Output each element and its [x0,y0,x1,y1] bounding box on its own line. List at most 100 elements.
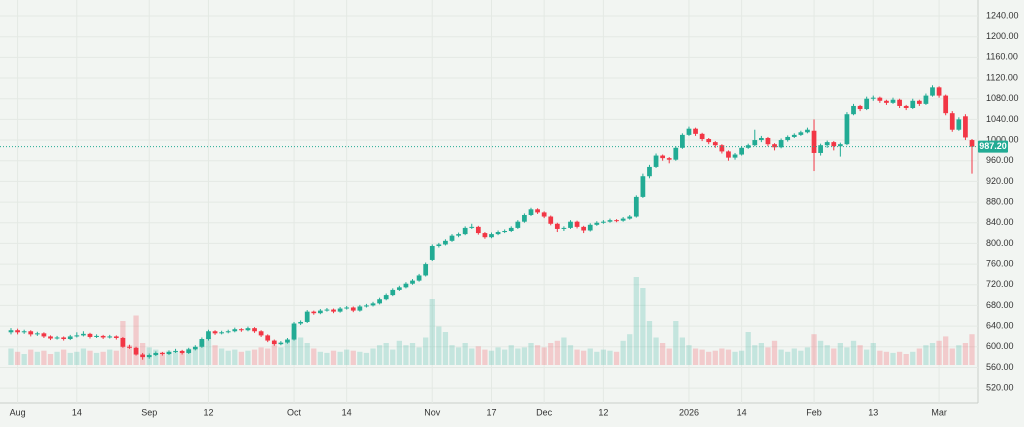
candle-body [475,226,481,234]
volume-bar [186,348,192,365]
candle-body [633,196,639,217]
volume-bar [47,354,54,365]
volume-bar [232,349,238,365]
y-tick-label: 1160.00 [986,52,1018,62]
volume-bar [344,349,350,365]
volume-bar [758,343,765,365]
candle-body [818,145,823,153]
volume-bar [502,349,508,365]
volume-bar [725,349,732,365]
candle-body [739,147,744,155]
candle-body [429,245,435,260]
candle-body [107,336,113,338]
candle-body [357,306,363,311]
candle-body [712,142,718,146]
x-tick-label: Oct [287,407,302,417]
candle-body [666,158,672,160]
volume-bar [719,348,725,365]
volume-bar [61,349,67,365]
candle-body [304,311,310,322]
candle-body [146,355,152,358]
volume-bar [916,348,922,365]
volume-bar [778,349,784,365]
y-tick-label: 600.00 [986,341,1014,351]
candle-body [574,221,580,227]
candle-body [291,323,297,340]
candle-body [436,244,442,246]
volume-bar [660,343,666,365]
y-tick-label: 1240.00 [986,10,1019,20]
volume-bar [245,350,251,365]
volume-bar [291,329,297,365]
candle-body [449,235,455,241]
candle-body [640,176,646,197]
candle-body [502,231,508,233]
candle-body [541,212,547,217]
candle-body [8,330,14,333]
candle-body [554,223,560,229]
candle-body [285,339,290,343]
y-tick-label: 640.00 [986,320,1014,330]
volume-bar [508,345,514,365]
volume-bar [429,299,435,365]
volume-bar [41,350,47,365]
volume-bar [396,340,402,365]
y-tick-label: 1040.00 [986,114,1019,124]
volume-bar [324,352,330,365]
candle-body [936,87,942,96]
x-tick-label: 12 [598,407,608,417]
candle-body [48,336,53,339]
candle-body [344,307,350,309]
candle-body [331,309,336,312]
candle-body [877,97,883,101]
candle-body [607,220,613,222]
volume-bar [475,346,481,365]
volume-bar [831,348,837,365]
candle-body [903,105,909,109]
candle-body [844,114,850,145]
candle-body [660,155,666,159]
volume-bar [363,352,370,365]
volume-bar [436,326,442,365]
volume-bar [265,348,271,365]
x-tick-label: Feb [806,407,822,417]
candle-body [548,216,554,224]
volume-bar [133,315,139,365]
volume-bar [172,351,179,365]
volume-bar [653,337,659,365]
volume-bar [205,337,212,365]
y-tick-label: 920.00 [986,176,1014,186]
volume-bar [284,343,291,365]
volume-bar [607,350,613,365]
volume-bar [8,348,14,365]
y-tick-label: 960.00 [986,155,1014,165]
candle-body [956,119,962,130]
volume-bar [706,351,712,365]
x-tick-label: 14 [737,407,747,417]
candle-body [252,328,257,332]
volume-bar [28,349,34,365]
x-tick-label: 14 [72,407,82,417]
volume-bar [785,351,791,365]
volume-bar [67,352,73,365]
candle-body [620,218,626,221]
volume-bar [442,332,449,365]
volume-bar [271,345,277,365]
candle-body [745,145,751,148]
volume-bar [732,351,738,365]
volume-bar [890,352,896,365]
candle-body [179,350,185,353]
candle-body [791,134,797,137]
candle-body [462,227,468,235]
candle-body [94,335,99,337]
candle-body [482,233,488,238]
candle-body [87,333,93,337]
x-tick-label: 2026 [679,407,699,417]
volume-bar [212,345,218,365]
candle-body [699,133,705,140]
volume-bar [87,350,93,365]
volume-bar [390,349,396,365]
volume-bar [896,351,903,365]
candle-body [969,140,975,147]
